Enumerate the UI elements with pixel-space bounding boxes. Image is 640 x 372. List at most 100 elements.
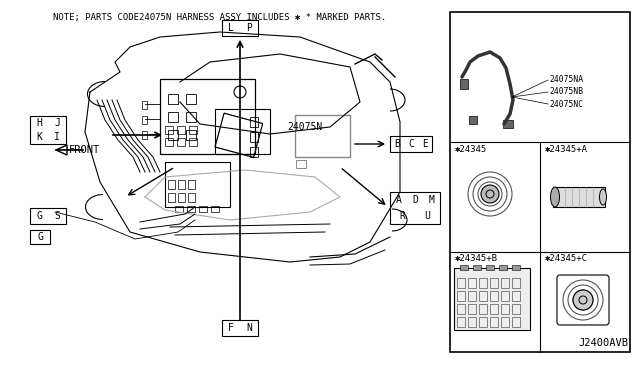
Bar xyxy=(479,278,487,288)
Text: P: P xyxy=(246,23,252,33)
Bar xyxy=(460,79,468,89)
Bar xyxy=(165,138,173,146)
Bar xyxy=(186,112,196,122)
Bar xyxy=(30,116,66,144)
Bar xyxy=(142,131,147,139)
Bar xyxy=(215,109,270,154)
Bar xyxy=(490,304,498,314)
Bar xyxy=(457,304,465,314)
Text: D: D xyxy=(412,195,418,205)
Bar xyxy=(142,101,147,109)
Text: H: H xyxy=(36,118,42,128)
Bar xyxy=(512,304,520,314)
Bar xyxy=(165,162,230,207)
Bar xyxy=(501,291,509,301)
Bar xyxy=(468,278,476,288)
Bar xyxy=(501,278,509,288)
Bar xyxy=(187,206,195,212)
Bar xyxy=(222,320,258,336)
Text: U: U xyxy=(424,211,431,221)
Text: F: F xyxy=(228,323,234,333)
Bar xyxy=(468,291,476,301)
Text: J2400AVB: J2400AVB xyxy=(578,338,628,348)
Bar xyxy=(165,126,173,134)
Bar xyxy=(250,132,258,142)
Bar xyxy=(512,291,520,301)
Bar xyxy=(250,147,258,157)
Bar xyxy=(454,268,530,330)
Bar xyxy=(460,265,468,270)
Text: E: E xyxy=(422,139,428,149)
Bar xyxy=(178,180,185,189)
Bar xyxy=(211,206,219,212)
Bar xyxy=(501,317,509,327)
Text: L: L xyxy=(228,23,234,33)
Bar xyxy=(177,126,185,134)
Bar xyxy=(468,317,476,327)
Bar xyxy=(490,278,498,288)
Text: S: S xyxy=(54,211,60,221)
Bar xyxy=(486,265,494,270)
Text: G: G xyxy=(37,232,43,242)
Text: M: M xyxy=(429,195,435,205)
Bar xyxy=(189,138,197,146)
Bar xyxy=(160,79,255,154)
Bar xyxy=(188,193,195,202)
Text: 24075N: 24075N xyxy=(287,122,323,132)
Bar xyxy=(168,130,178,140)
Bar xyxy=(222,20,258,36)
Text: K: K xyxy=(36,132,42,142)
Bar xyxy=(479,291,487,301)
Text: ✱24345+C: ✱24345+C xyxy=(545,254,588,263)
Bar xyxy=(457,317,465,327)
Bar xyxy=(168,193,175,202)
Text: I: I xyxy=(54,132,60,142)
Bar xyxy=(553,187,605,207)
Bar xyxy=(215,113,262,157)
Bar xyxy=(490,291,498,301)
Text: 24075NC: 24075NC xyxy=(549,99,583,109)
Text: 24075NA: 24075NA xyxy=(549,74,583,83)
Text: A: A xyxy=(396,195,401,205)
Bar xyxy=(142,116,147,124)
Bar xyxy=(490,317,498,327)
Bar xyxy=(469,116,477,124)
Bar xyxy=(188,180,195,189)
Bar xyxy=(390,136,432,152)
Ellipse shape xyxy=(600,189,607,205)
Bar xyxy=(186,94,196,104)
Bar xyxy=(175,206,183,212)
Text: ✱24345+B: ✱24345+B xyxy=(455,254,498,263)
Bar xyxy=(512,317,520,327)
Bar xyxy=(250,117,258,127)
Bar xyxy=(450,12,630,352)
Bar xyxy=(499,265,507,270)
Bar xyxy=(512,278,520,288)
Text: ✱24345: ✱24345 xyxy=(455,145,487,154)
Circle shape xyxy=(481,185,499,203)
Bar xyxy=(168,94,178,104)
Text: ✱24345+A: ✱24345+A xyxy=(545,145,588,154)
Bar xyxy=(177,138,185,146)
Text: R: R xyxy=(399,211,405,221)
Bar xyxy=(30,208,66,224)
Text: 24075NB: 24075NB xyxy=(549,87,583,96)
Bar xyxy=(457,291,465,301)
Text: C: C xyxy=(408,139,414,149)
Bar xyxy=(473,265,481,270)
Bar xyxy=(457,278,465,288)
Circle shape xyxy=(573,290,593,310)
Bar xyxy=(295,115,350,157)
Bar xyxy=(479,304,487,314)
Bar xyxy=(168,112,178,122)
Bar xyxy=(390,192,440,224)
Text: NOTE; PARTS CODE24075N HARNESS ASSY INCLUDES ✱ * MARKED PARTS.: NOTE; PARTS CODE24075N HARNESS ASSY INCL… xyxy=(53,13,387,22)
Bar xyxy=(296,160,306,168)
Text: FRONT: FRONT xyxy=(69,145,100,155)
Bar xyxy=(479,317,487,327)
Bar xyxy=(512,265,520,270)
Text: J: J xyxy=(54,118,60,128)
Bar xyxy=(503,120,513,128)
Bar xyxy=(468,304,476,314)
Bar xyxy=(501,304,509,314)
